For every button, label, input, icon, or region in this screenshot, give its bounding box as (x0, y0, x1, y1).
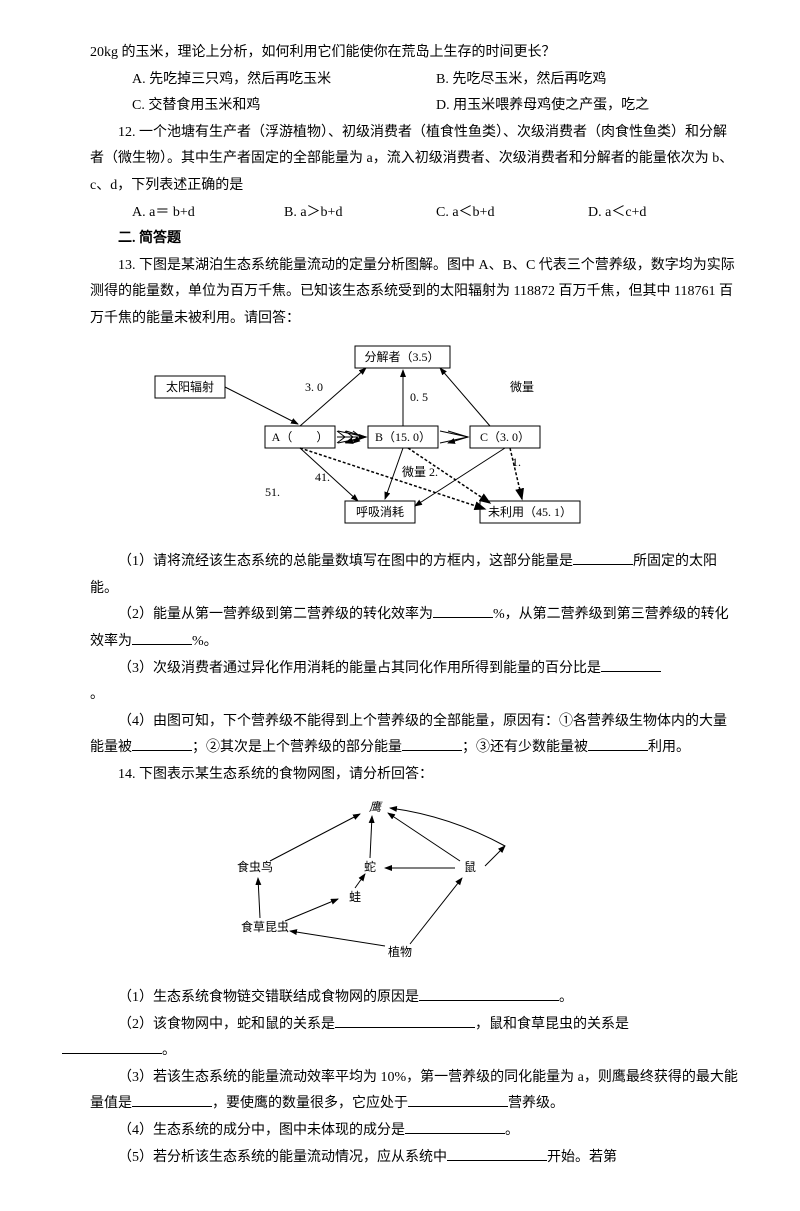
blank[interactable] (588, 736, 648, 751)
svg-text:0. 5: 0. 5 (410, 390, 428, 404)
svg-text:食草昆虫: 食草昆虫 (241, 919, 289, 934)
energy-flow-diagram: 太阳辐射 分解者（3.5） A（ ） B（15. 0） C（3. 0） 呼吸消耗… (150, 341, 740, 542)
svg-text:分解者（3.5）: 分解者（3.5） (364, 350, 439, 364)
food-web-diagram: 鹰 食虫鸟 蛇 鼠 蛙 食草昆虫 植物 (210, 796, 740, 977)
q14-text: 14. 下图表示某生态系统的食物网图，请分析回答： (90, 762, 740, 789)
q13-text: 13. 下图是某湖泊生态系统能量流动的定量分析图解。图中 A、B、C 代表三个营… (90, 253, 740, 333)
q10-opt-b[interactable]: B. 先吃尽玉米，然后再吃鸡 (436, 67, 740, 94)
svg-text:41.: 41. (315, 470, 330, 484)
blank[interactable] (447, 1146, 547, 1161)
q14-2: （2）该食物网中，蛇和鼠的关系是，鼠和食草昆虫的关系是 (90, 1012, 740, 1039)
q12-opt-c[interactable]: C. a＜b+d (436, 200, 588, 227)
svg-text:食虫鸟: 食虫鸟 (237, 859, 273, 874)
q12-options: A. a＝ b+d B. a＞b+d C. a＜b+d D. a＜c+d (90, 200, 740, 227)
svg-text:未利用（45. 1）: 未利用（45. 1） (488, 505, 572, 519)
q13-4: （4）由图可知，下个营养级不能得到上个营养级的全部能量，原因有：①各营养级生物体… (90, 709, 740, 762)
svg-text:B（15. 0）: B（15. 0） (375, 430, 431, 444)
q13-3: （3）次级消费者通过异化作用消耗的能量占其同化作用所得到能量的百分比是 (90, 656, 740, 683)
svg-text:1.: 1. (512, 455, 521, 469)
svg-text:蛇: 蛇 (364, 859, 376, 874)
svg-text:植物: 植物 (388, 944, 412, 959)
q10-opt-c[interactable]: C. 交替食用玉米和鸡 (132, 93, 436, 120)
blank[interactable] (433, 603, 493, 618)
q14-5: （5）若分析该生态系统的能量流动情况，应从系统中开始。若第 (90, 1145, 740, 1172)
svg-text:A（ ）: A（ ） (272, 430, 329, 444)
svg-text:3. 0: 3. 0 (305, 380, 323, 394)
blank[interactable] (132, 1092, 212, 1107)
blank[interactable] (419, 986, 559, 1001)
q10-options: A. 先吃掉三只鸡，然后再吃玉米 B. 先吃尽玉米，然后再吃鸡 (90, 67, 740, 94)
q13-2: （2）能量从第一营养级到第二营养级的转化效率为%，从第二营养级到第三营养级的转化… (90, 602, 740, 655)
q10-opt-a[interactable]: A. 先吃掉三只鸡，然后再吃玉米 (132, 67, 436, 94)
svg-text:微量 2.: 微量 2. (402, 465, 438, 479)
svg-text:呼吸消耗: 呼吸消耗 (356, 505, 404, 519)
q13-3-period: 。 (90, 682, 740, 709)
blank[interactable] (62, 1039, 162, 1054)
blank[interactable] (132, 630, 192, 645)
q10-options-2: C. 交替食用玉米和鸡 D. 用玉米喂养母鸡使之产蛋，吃之 (90, 93, 740, 120)
blank[interactable] (335, 1013, 475, 1028)
q14-2-end: 。 (62, 1038, 740, 1065)
q10-tail: 20kg 的玉米，理论上分析，如何利用它们能使你在荒岛上生存的时间更长？ (90, 40, 740, 67)
svg-text:太阳辐射: 太阳辐射 (166, 379, 214, 394)
blank[interactable] (408, 1092, 508, 1107)
svg-text:C（3. 0）: C（3. 0） (480, 430, 530, 444)
q12-opt-b[interactable]: B. a＞b+d (284, 200, 436, 227)
blank[interactable] (132, 736, 192, 751)
q10-opt-d[interactable]: D. 用玉米喂养母鸡使之产蛋，吃之 (436, 93, 740, 120)
q14-1: （1）生态系统食物链交错联结成食物网的原因是。 (90, 985, 740, 1012)
q14-3: （3）若该生态系统的能量流动效率平均为 10%，第一营养级的同化能量为 a，则鹰… (90, 1065, 740, 1118)
svg-text:蛙: 蛙 (349, 890, 361, 904)
q13-1: （1）请将流经该生态系统的总能量数填写在图中的方框内，这部分能量是所固定的太阳能… (90, 549, 740, 602)
q12-opt-d[interactable]: D. a＜c+d (588, 200, 740, 227)
svg-text:51.: 51. (265, 485, 280, 499)
svg-text:微量: 微量 (510, 380, 534, 394)
q12-opt-a[interactable]: A. a＝ b+d (132, 200, 284, 227)
blank[interactable] (402, 736, 462, 751)
section-2-title: 二. 简答题 (90, 226, 740, 253)
blank[interactable] (573, 550, 633, 565)
svg-text:鼠: 鼠 (464, 860, 476, 874)
q12-text: 12. 一个池塘有生产者（浮游植物）、初级消费者（植食性鱼类）、次级消费者（肉食… (90, 120, 740, 200)
blank[interactable] (601, 657, 661, 672)
svg-text:鹰: 鹰 (369, 800, 383, 814)
q14-4: （4）生态系统的成分中，图中未体现的成分是。 (90, 1118, 740, 1145)
